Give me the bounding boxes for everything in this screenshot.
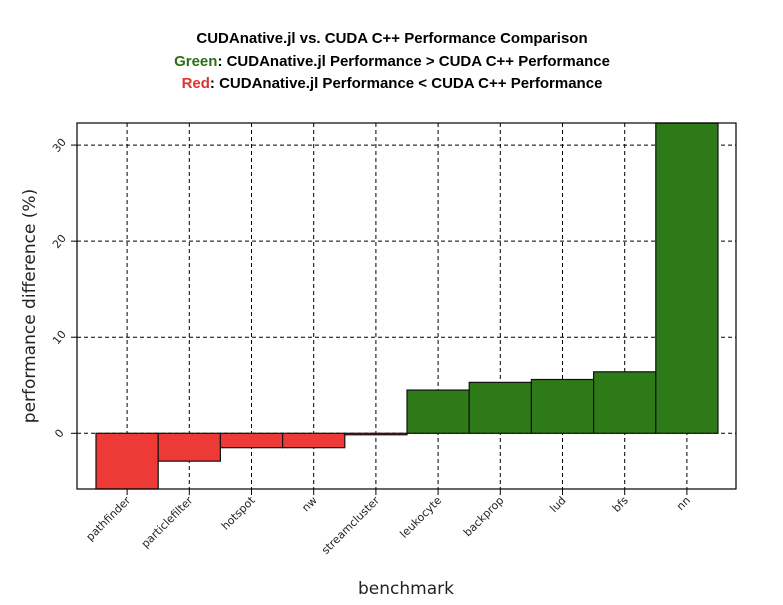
y-tick-label: 10 bbox=[50, 328, 69, 347]
bar-streamcluster bbox=[344, 432, 408, 436]
x-tick-label: lud bbox=[547, 494, 568, 515]
chart-subtitle-green: Green: CUDAnative.jl Performance > CUDA … bbox=[174, 53, 610, 70]
x-axis-ticks: pathfinder particlefilter hotspot nw streamc… bbox=[84, 489, 693, 557]
plot-frame bbox=[76, 122, 737, 490]
x-tick-label: nn bbox=[674, 494, 693, 513]
subtitle-green-text: : CUDAnative.jl Performance > CUDA C++ P… bbox=[217, 53, 609, 70]
subtitle-green-keyword: Green bbox=[174, 53, 217, 70]
x-tick-label: nw bbox=[299, 494, 319, 514]
bars-group bbox=[95, 122, 719, 490]
y-axis-ticks: 0 10 20 30 bbox=[50, 136, 77, 441]
y-tick-label: 20 bbox=[50, 232, 69, 251]
bar-particlefilter bbox=[157, 432, 221, 462]
x-tick-label: leukocyte bbox=[397, 494, 444, 541]
bar-bfs bbox=[592, 371, 657, 434]
y-tick-label: 30 bbox=[50, 136, 69, 155]
x-tick-label: backprop bbox=[461, 494, 506, 539]
subtitle-red-keyword: Red bbox=[182, 75, 210, 92]
subtitle-red-text: : CUDAnative.jl Performance < CUDA C++ P… bbox=[210, 75, 602, 92]
y-tick-label: 0 bbox=[52, 427, 66, 441]
x-tick-label: streamcluster bbox=[319, 494, 382, 557]
x-tick-label: pathfinder bbox=[84, 494, 134, 544]
bar-nn bbox=[655, 122, 719, 434]
y-axis-label: performance difference (%) bbox=[20, 189, 40, 423]
bar-pathfinder bbox=[95, 432, 159, 490]
bar-nw bbox=[282, 432, 346, 449]
x-tick-label: bfs bbox=[610, 494, 631, 515]
bar-leukocyte bbox=[406, 389, 470, 434]
bar-hotspot bbox=[219, 432, 284, 449]
bar-backprop bbox=[468, 381, 533, 434]
x-tick-label: hotspot bbox=[219, 493, 258, 532]
bar-lud bbox=[530, 378, 595, 434]
chart-title: CUDAnative.jl vs. CUDA C++ Performance C… bbox=[196, 30, 587, 47]
x-tick-label: particlefilter bbox=[139, 494, 196, 551]
chart-subtitle-red: Red: CUDAnative.jl Performance < CUDA C+… bbox=[182, 75, 603, 92]
x-axis-label: benchmark bbox=[358, 579, 454, 599]
